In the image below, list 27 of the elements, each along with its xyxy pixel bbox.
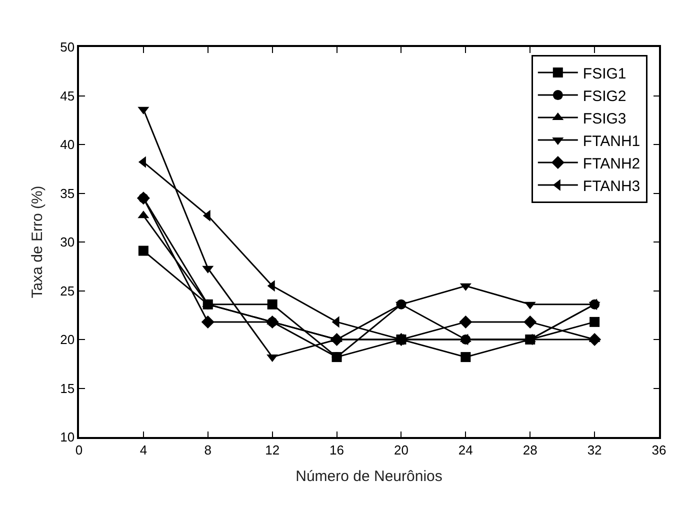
legend-label: FSIG1 — [582, 65, 626, 82]
x-tick-label: 28 — [522, 442, 538, 458]
x-tick-label: 16 — [330, 442, 344, 458]
y-tick-label: 20 — [60, 332, 75, 348]
y-tick-label: 25 — [60, 283, 75, 298]
y-tick-label: 40 — [60, 137, 75, 152]
legend-label: FTANH2 — [582, 155, 640, 172]
x-tick-label: 0 — [75, 442, 83, 458]
legend-label: FSIG2 — [582, 88, 626, 105]
x-tick-label: 32 — [587, 442, 602, 458]
y-axis-title: Taxa de Erro (%) — [28, 186, 46, 298]
y-tick-label: 30 — [60, 234, 75, 250]
x-tick-label: 20 — [394, 442, 408, 458]
y-tick-label: 10 — [60, 430, 75, 445]
x-tick-label: 24 — [458, 442, 473, 458]
y-tick-label: 35 — [60, 186, 75, 201]
x-axis-title: Número de Neurônios — [296, 468, 442, 485]
legend-label: FTANH1 — [582, 132, 640, 150]
x-tick-label: 36 — [652, 442, 666, 458]
x-tick-label: 4 — [140, 442, 148, 458]
y-tick-label: 50 — [60, 40, 75, 55]
y-tick-label: 45 — [60, 88, 75, 104]
legend-label: FTANH3 — [582, 178, 640, 195]
legend-label: FSIG3 — [582, 110, 626, 128]
x-tick-label: 8 — [204, 442, 212, 458]
y-tick-label: 15 — [60, 380, 75, 396]
x-tick-label: 12 — [265, 442, 280, 458]
